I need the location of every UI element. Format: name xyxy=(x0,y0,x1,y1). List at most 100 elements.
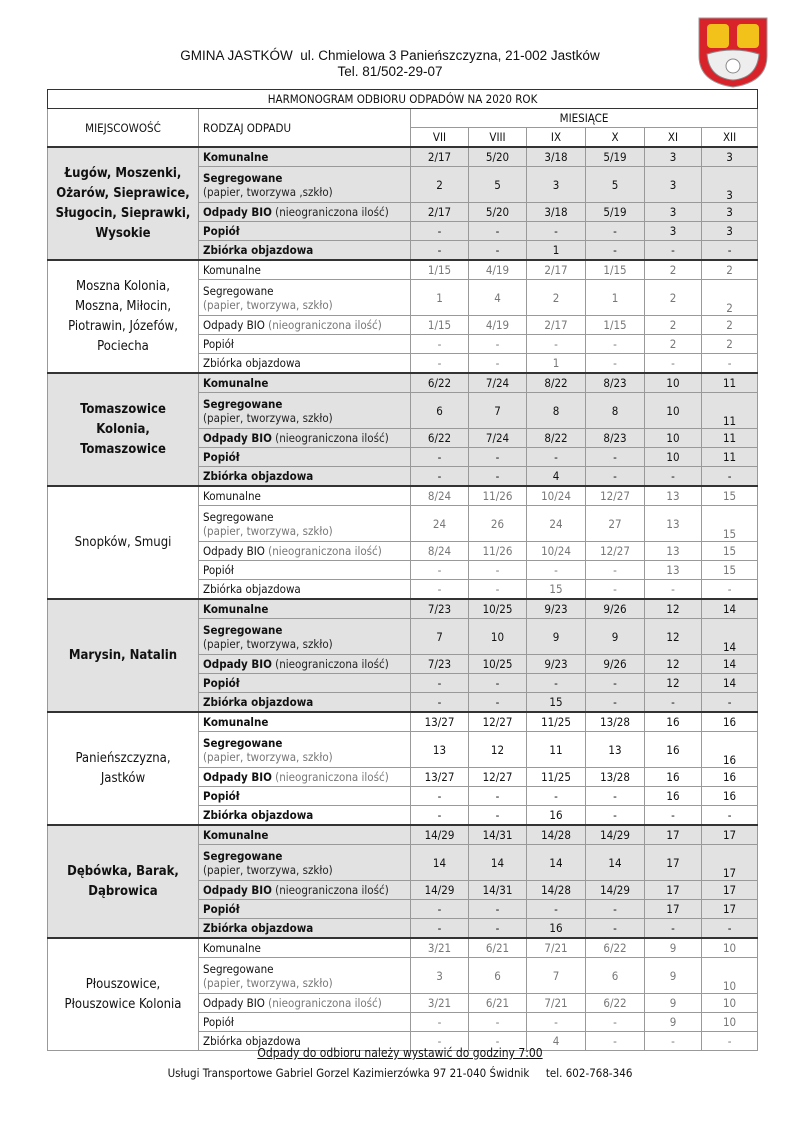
waste-type-cell: Popiół xyxy=(198,1012,411,1032)
waste-type-note: (nieograniczona ilość) xyxy=(264,318,382,332)
location-cell: Moszna Kolonia, Moszna, Miłocin, Piotraw… xyxy=(47,259,199,374)
waste-type-cell: Odpady BIO (nieograniczona ilość) xyxy=(198,880,411,900)
date-cell: 11 xyxy=(700,392,759,429)
date-cell: 3 xyxy=(410,957,469,994)
waste-type-cell: Zbiórka objazdowa xyxy=(198,1031,411,1051)
date-cell: 13 xyxy=(585,731,645,768)
date-cell: - xyxy=(585,240,645,261)
date-cell: 6 xyxy=(468,957,527,994)
header-months: MIESIĄCE xyxy=(409,108,759,128)
table-row: Dębówka, Barak, Dąbrowica Komunalne 14/29 1… xyxy=(47,824,759,939)
coat-of-arms-logo xyxy=(698,17,768,88)
date-cell: 14 xyxy=(468,844,527,881)
date-cell: - xyxy=(468,353,527,374)
date-cell: 3 xyxy=(700,202,759,222)
date-cell: 2 xyxy=(644,279,702,316)
date-cell: 11/25 xyxy=(526,711,586,732)
date-cell: 9 xyxy=(526,618,586,655)
header-waste-type: RODZAJ ODPADU xyxy=(198,108,411,148)
date-cell: 17 xyxy=(644,899,702,919)
waste-type-cell: Popiół xyxy=(198,899,411,919)
date-cell: 3/18 xyxy=(526,202,586,222)
date-cell: 14/29 xyxy=(585,880,645,900)
waste-type-name: Zbiórka objazdowa xyxy=(203,469,314,483)
date-cell: - xyxy=(700,240,759,261)
date-cell: 9/23 xyxy=(526,654,586,674)
date-cell: 16 xyxy=(526,918,586,939)
date-cell: - xyxy=(410,240,469,261)
date-cell: 14 xyxy=(700,673,759,693)
table-row: Popiół - - - -13 15 xyxy=(48,560,759,580)
waste-type-note: (papier, tworzywa, szkło) xyxy=(203,636,333,651)
date-cell: 13/27 xyxy=(410,711,469,732)
table-row: Zbiórka objazdowa - -4- - - xyxy=(48,1031,759,1051)
date-cell: 5 xyxy=(585,166,645,203)
date-cell: 11 xyxy=(700,447,759,467)
waste-type-name: Odpady BIO xyxy=(203,318,265,332)
date-cell: - xyxy=(585,918,645,939)
waste-type-cell: Odpady BIO (nieograniczona ilość) xyxy=(198,202,411,222)
waste-type-cell: Popiół xyxy=(198,560,411,580)
waste-type-note: (nieograniczona ilość) xyxy=(264,996,382,1010)
waste-type-name: Odpady BIO xyxy=(203,996,265,1010)
date-cell: 8/24 xyxy=(410,485,469,506)
waste-type-cell: Odpady BIO (nieograniczona ilość) xyxy=(198,541,411,561)
waste-type-cell: Segregowane (papier, tworzywa, szkło) xyxy=(198,392,411,429)
date-cell: 17 xyxy=(644,880,702,900)
waste-type-cell: Zbiórka objazdowa xyxy=(198,692,411,713)
month-header-xi: XI xyxy=(644,127,702,148)
date-cell: 10 xyxy=(700,937,759,958)
date-cell: 12 xyxy=(644,618,702,655)
header-phone: Tel. 81/502-29-07 xyxy=(337,64,443,79)
date-cell: 2/17 xyxy=(410,146,469,167)
date-cell: - xyxy=(585,805,645,826)
date-cell: - xyxy=(585,560,645,580)
table-row: Popiół - - - -3 3 xyxy=(48,221,759,241)
date-cell: 11 xyxy=(700,372,759,393)
table-row: Odpady BIO (nieograniczona ilość) 2/17 5/2… xyxy=(48,202,759,222)
date-cell: 9 xyxy=(644,1012,702,1032)
date-cell: 7/23 xyxy=(410,654,469,674)
date-cell: 7 xyxy=(468,392,527,429)
municipality-header: GMINA JASTKÓW ul. Chmielowa 3 Panieńszcz… xyxy=(60,48,720,80)
date-cell: 3 xyxy=(700,166,759,203)
date-cell: 1 xyxy=(585,279,645,316)
date-cell: - xyxy=(644,579,702,600)
table-row: Odpady BIO (nieograniczona ilość) 1/15 4/1… xyxy=(48,315,759,335)
date-cell: 7/24 xyxy=(468,372,527,393)
date-cell: 9/26 xyxy=(585,654,645,674)
table-row: Odpady BIO (nieograniczona ilość) 6/22 7/2… xyxy=(48,428,759,448)
date-cell: 2 xyxy=(644,315,702,335)
date-cell: - xyxy=(700,1031,759,1051)
table-title: HARMONOGRAM ODBIORU ODPADÓW NA 2020 ROK xyxy=(46,89,759,109)
waste-type-name: Popiół xyxy=(203,676,240,690)
table-row: Panieńszczyzna, Jastków Komunalne 13/27 12/… xyxy=(47,711,759,826)
date-cell: 17 xyxy=(700,844,759,881)
date-cell: 7/21 xyxy=(526,993,586,1013)
table-row: Zbiórka objazdowa - -4- - - xyxy=(48,466,759,487)
waste-type-cell: Komunalne xyxy=(198,259,411,280)
waste-type-cell: Zbiórka objazdowa xyxy=(198,466,411,487)
waste-type-cell: Popiół xyxy=(198,221,411,241)
date-cell: 14/29 xyxy=(585,824,645,845)
date-cell: 10/24 xyxy=(526,485,586,506)
date-cell: - xyxy=(468,805,527,826)
month-header-xii: XII xyxy=(700,127,759,148)
collection-schedule-table: HARMONOGRAM ODBIORU ODPADÓW NA 2020 ROK … xyxy=(46,89,759,1051)
date-cell: - xyxy=(468,1012,527,1032)
table-row: Snopków, Smugi Komunalne 8/24 11/26 10/24 12/… xyxy=(47,485,759,600)
date-cell: - xyxy=(468,447,527,467)
date-cell: 3 xyxy=(700,221,759,241)
date-cell: 12 xyxy=(644,654,702,674)
waste-type-name: Komunalne xyxy=(203,150,269,164)
date-cell: 2 xyxy=(526,279,586,316)
date-cell: - xyxy=(410,466,469,487)
location-cell: Dębówka, Barak, Dąbrowica xyxy=(47,824,199,939)
table-row: Zbiórka objazdowa - -15- - - xyxy=(48,692,759,713)
waste-type-cell: Segregowane (papier, tworzywa, szkło) xyxy=(198,505,411,542)
date-cell: 7/21 xyxy=(526,937,586,958)
waste-type-cell: Komunalne xyxy=(198,711,411,732)
table-row: Popiół - - - -10 11 xyxy=(48,447,759,467)
date-cell: - xyxy=(644,353,702,374)
date-cell: 5/20 xyxy=(468,146,527,167)
